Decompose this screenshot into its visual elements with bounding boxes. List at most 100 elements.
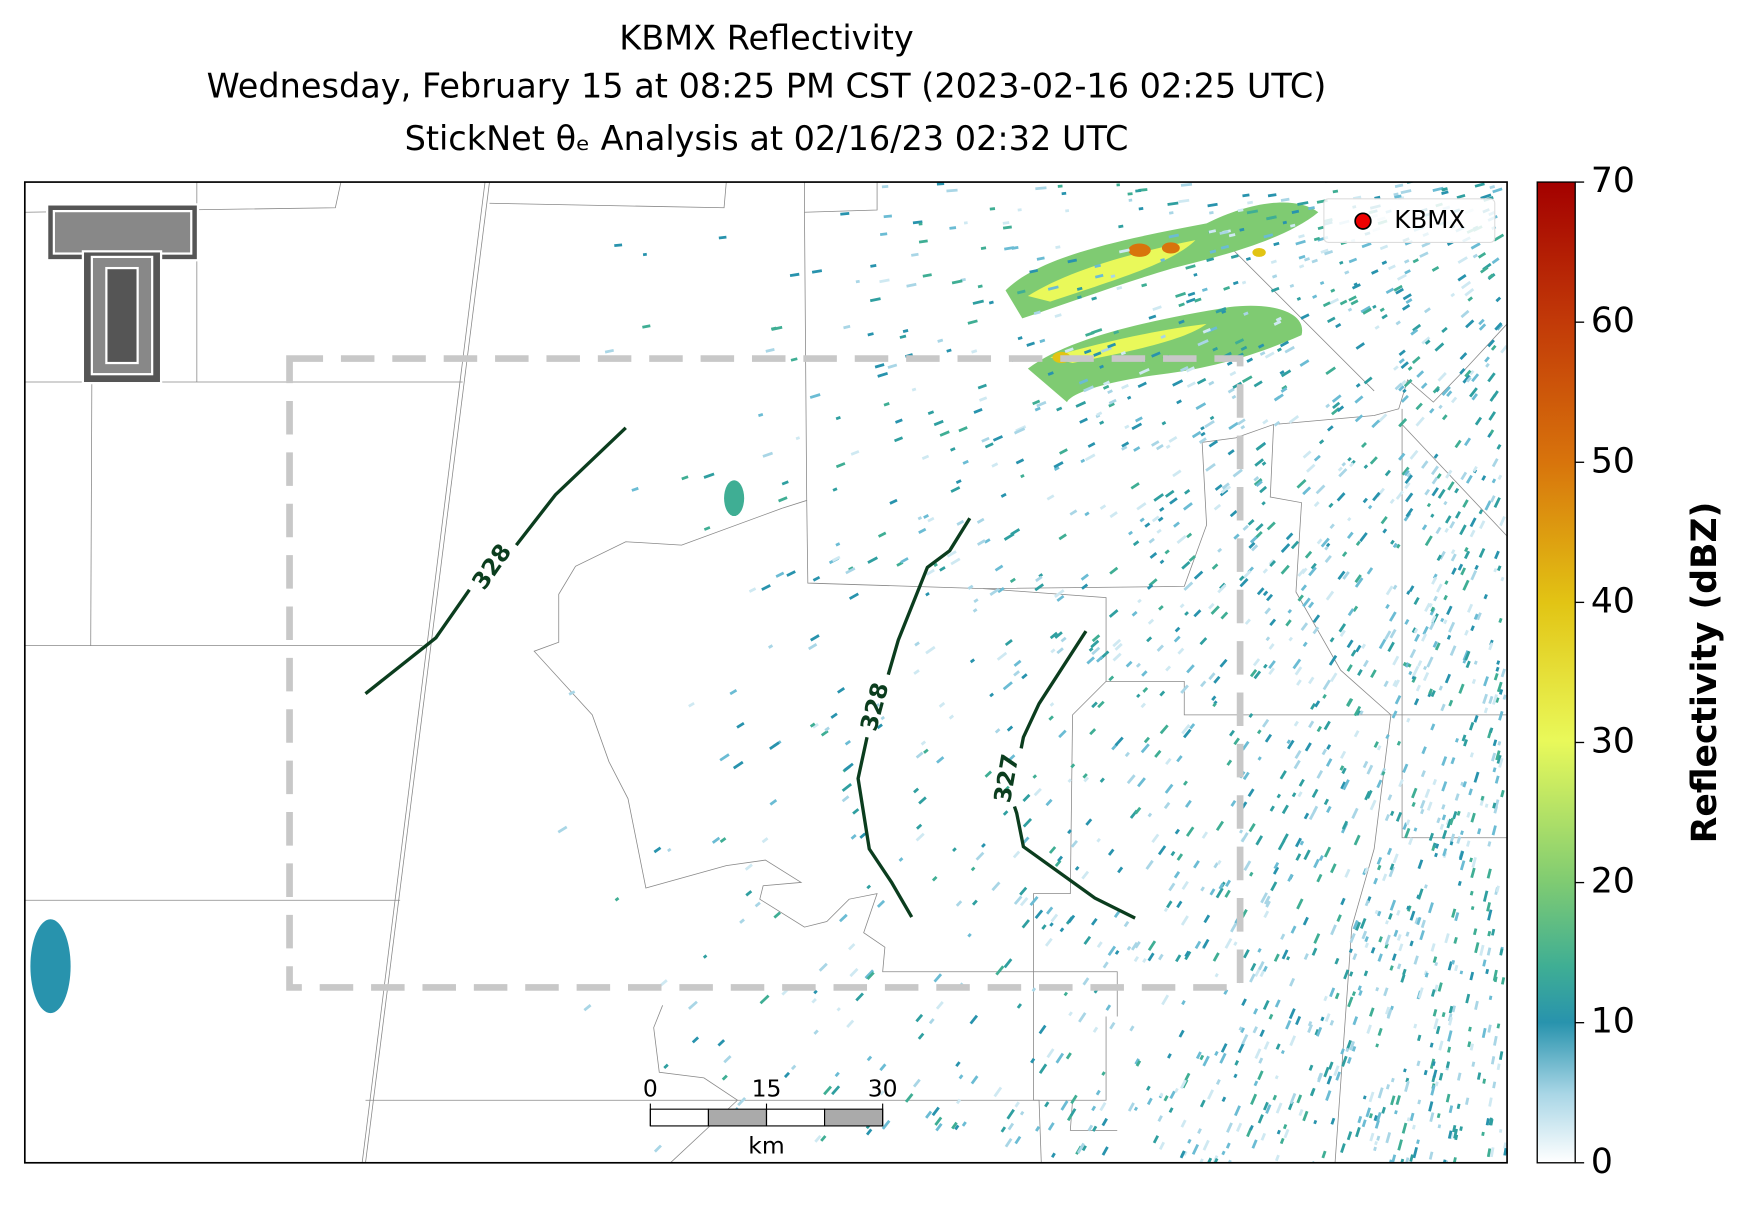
radar-echo: [845, 567, 856, 575]
radar-echo: [1172, 469, 1182, 478]
radar-echo: [1380, 516, 1388, 525]
radar-echo: [1299, 359, 1310, 367]
radar-echo: [1091, 1105, 1097, 1112]
radar-echo: [967, 319, 978, 325]
radar-echo: [1495, 296, 1502, 303]
radar-echo: [1019, 897, 1029, 907]
radar-echo: [841, 795, 850, 803]
radar-echo: [1354, 414, 1364, 423]
radar-echo: [1459, 860, 1466, 871]
radar-echo: [761, 837, 769, 844]
radar-echo: [920, 740, 927, 746]
radar-echo: [1174, 626, 1181, 633]
radar-echo: [1460, 830, 1464, 836]
radar-echo: [1013, 670, 1020, 677]
radar-echo: [1272, 866, 1280, 875]
radar-echo: [1262, 419, 1269, 425]
radar-echo: [1396, 740, 1402, 746]
radar-echo: [1207, 202, 1218, 208]
radar-echo: [1324, 1013, 1331, 1022]
radar-echo: [981, 436, 990, 443]
radar-echo: [1263, 1041, 1270, 1050]
radar-echo: [1002, 221, 1010, 225]
radar-echo: [1116, 183, 1121, 187]
radar-echo: [1369, 1007, 1375, 1017]
radar-echo: [1083, 385, 1095, 393]
radar-echo: [1124, 751, 1130, 758]
radar-echo: [1287, 608, 1293, 614]
radar-echo: [1250, 1093, 1258, 1105]
radar-echo: [1487, 909, 1493, 921]
radar-echo: [1212, 952, 1220, 962]
radar-echo: [946, 188, 958, 193]
radar-echo: [1295, 1015, 1302, 1026]
radar-echo: [667, 847, 672, 853]
radar-echo: [1451, 1005, 1456, 1013]
radar-echo: [1467, 603, 1474, 613]
radar-echo: [1280, 933, 1286, 940]
radar-echo: [1326, 1075, 1333, 1085]
radar-echo: [1348, 295, 1357, 302]
radar-echo: [1302, 450, 1312, 459]
radar-echo: [1500, 576, 1505, 582]
radar-echo: [883, 214, 893, 219]
radar-echo: [866, 971, 875, 981]
radar-echo: [1347, 1056, 1352, 1064]
radar-echo: [1339, 299, 1348, 306]
radar-echo: [1316, 538, 1323, 545]
radar-echo: [1359, 710, 1364, 715]
radar-echo: [1404, 618, 1410, 625]
radar-echo: [1209, 415, 1215, 421]
radar-echo: [1159, 506, 1165, 512]
radar-echo: [970, 1075, 979, 1085]
radar-echo: [991, 462, 999, 468]
radar-echo: [1420, 919, 1426, 929]
radar-echo: [880, 715, 886, 721]
radar-echo: [1428, 1151, 1434, 1160]
radar-echo: [1422, 626, 1429, 635]
radar-echo: [1371, 269, 1379, 275]
radar-echo: [1454, 964, 1459, 972]
radar-echo: [1054, 631, 1063, 639]
radar-echo: [1208, 439, 1219, 448]
radar-echo: [1325, 403, 1331, 409]
radar-echo: [1484, 356, 1490, 363]
radar-echo: [1291, 209, 1300, 214]
radar-echo: [1165, 665, 1172, 672]
radar-echo: [1185, 297, 1196, 304]
radar-echo: [1257, 343, 1265, 349]
radar-echo: [1279, 770, 1287, 780]
radar-echo: [691, 1036, 700, 1044]
radar-echo: [1241, 998, 1247, 1006]
radar-echo: [1265, 1104, 1272, 1114]
radar-echo: [946, 348, 952, 353]
radar-echo: [1411, 787, 1418, 799]
radar-echo: [1059, 448, 1068, 455]
radar-echo: [1054, 589, 1065, 598]
radar-echo: [748, 587, 757, 593]
radar-echo: [866, 884, 872, 890]
radar-echo: [1384, 934, 1391, 946]
colorbar-label: Reflectivity (dBZ): [1685, 502, 1725, 844]
radar-echo: [813, 989, 818, 995]
radar-echo: [1314, 700, 1321, 708]
radar-echo: [1270, 259, 1277, 264]
radar-echo: [1352, 605, 1359, 613]
radar-echo: [1273, 320, 1282, 326]
radar-echo: [1482, 693, 1488, 704]
radar-echo: [1160, 334, 1166, 339]
radar-echo: [1465, 1097, 1470, 1106]
radar-echo: [1331, 394, 1342, 403]
radar-echo: [1290, 223, 1296, 228]
radar-echo: [1438, 1040, 1444, 1051]
radar-echo: [1204, 419, 1215, 429]
radar-echo: [1250, 962, 1257, 972]
radar-echo: [1308, 206, 1315, 211]
radar-echo: [1125, 660, 1133, 668]
radar-echo: [1469, 529, 1476, 538]
radar-echo: [1178, 319, 1185, 325]
radar-echo: [1451, 567, 1457, 575]
radar-echo: [1135, 1060, 1142, 1067]
radar-echo: [1428, 602, 1433, 608]
radar-echo: [1217, 547, 1223, 553]
